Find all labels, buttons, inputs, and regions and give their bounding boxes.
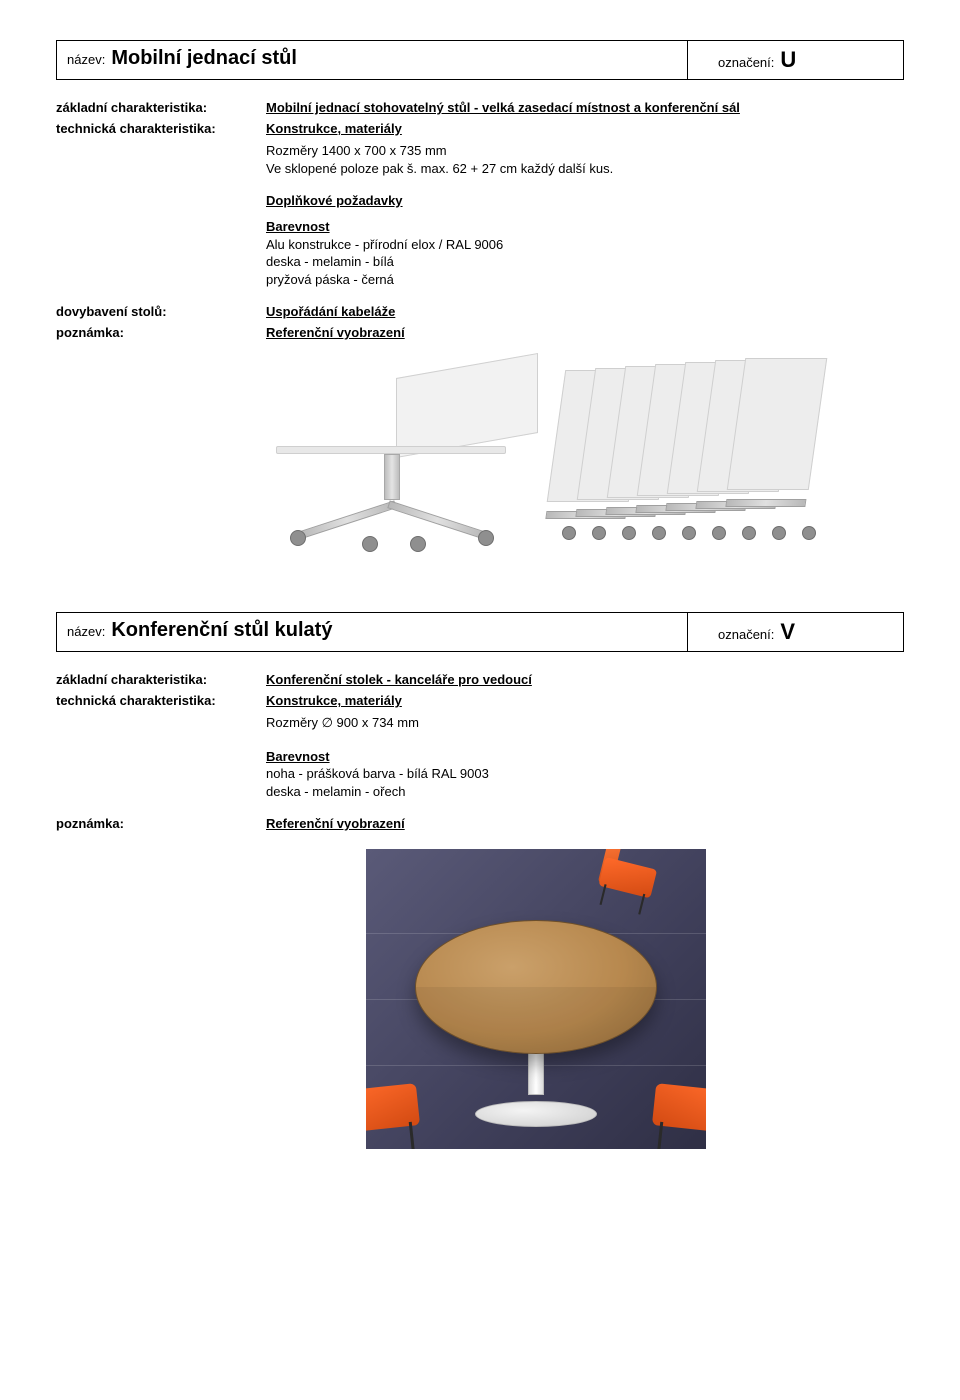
- color-line-1: Alu konstrukce - přírodní elox / RAL 900…: [266, 236, 904, 254]
- note-value: Referenční vyobrazení: [266, 325, 904, 340]
- chair-icon: [587, 849, 668, 918]
- note-label: poznámka:: [56, 816, 266, 831]
- dimensions: Rozměry ∅ 900 x 734 mm: [266, 714, 904, 732]
- color-head: Barevnost: [266, 219, 330, 234]
- figure-nested-tables: [556, 358, 856, 548]
- name-value: Mobilní jednací stůl: [111, 47, 297, 70]
- chair-icon: [366, 1055, 433, 1150]
- product2-specs: základní charakteristika: Konferenční st…: [56, 672, 904, 1149]
- product2-figure-wrap: [366, 849, 904, 1149]
- color-line-2: deska - melamin - ořech: [266, 783, 904, 801]
- tech-label: technická charakteristika:: [56, 121, 266, 136]
- note-label: poznámka:: [56, 325, 266, 340]
- product2-code-cell: označení: V: [688, 612, 904, 652]
- code-value: U: [780, 47, 796, 73]
- equip-label: dovybavení stolů:: [56, 304, 266, 319]
- color-line-3: pryžová páska - černá: [266, 271, 904, 289]
- figure-round-table-render: [366, 849, 706, 1149]
- dim-line-1: Rozměry 1400 x 700 x 735 mm: [266, 142, 904, 160]
- note-value: Referenční vyobrazení: [266, 816, 904, 831]
- extras-head: Doplňkové požadavky: [266, 193, 403, 208]
- product2-title-cell: název: Konferenční stůl kulatý: [56, 612, 688, 652]
- product2-header: název: Konferenční stůl kulatý označení:…: [56, 612, 904, 652]
- dimensions: Rozměry 1400 x 700 x 735 mm Ve sklopené …: [266, 142, 904, 177]
- product1-specs: základní charakteristika: Mobilní jednac…: [56, 100, 904, 548]
- dim-line-2: Ve sklopené poloze pak š. max. 62 + 27 c…: [266, 160, 904, 178]
- page: název: Mobilní jednací stůl označení: U …: [0, 0, 960, 1400]
- name-value: Konferenční stůl kulatý: [111, 619, 332, 642]
- tech-label: technická charakteristika:: [56, 693, 266, 708]
- product1-header: název: Mobilní jednací stůl označení: U: [56, 40, 904, 80]
- tech-value: Konstrukce, materiály: [266, 693, 904, 708]
- color-line-2: deska - melamin - bílá: [266, 253, 904, 271]
- basic-label: základní charakteristika:: [56, 672, 266, 687]
- name-label: název:: [67, 624, 105, 639]
- code-value: V: [780, 619, 795, 645]
- product1-code-cell: označení: U: [688, 40, 904, 80]
- tech-value: Konstrukce, materiály: [266, 121, 904, 136]
- chair-icon: [639, 1055, 706, 1150]
- basic-value: Mobilní jednací stohovatelný stůl - velk…: [266, 100, 904, 115]
- product1-figures: [266, 358, 904, 548]
- dim-line-1: Rozměry ∅ 900 x 734 mm: [266, 714, 904, 732]
- product1-title-cell: název: Mobilní jednací stůl: [56, 40, 688, 80]
- code-label: označení:: [718, 55, 774, 70]
- color-head: Barevnost: [266, 749, 330, 764]
- code-label: označení:: [718, 627, 774, 642]
- figure-single-table: [266, 378, 516, 548]
- basic-label: základní charakteristika:: [56, 100, 266, 115]
- color-line-1: noha - prášková barva - bílá RAL 9003: [266, 765, 904, 783]
- name-label: název:: [67, 52, 105, 67]
- equip-value: Uspořádání kabeláže: [266, 304, 904, 319]
- basic-value: Konferenční stolek - kanceláře pro vedou…: [266, 672, 904, 687]
